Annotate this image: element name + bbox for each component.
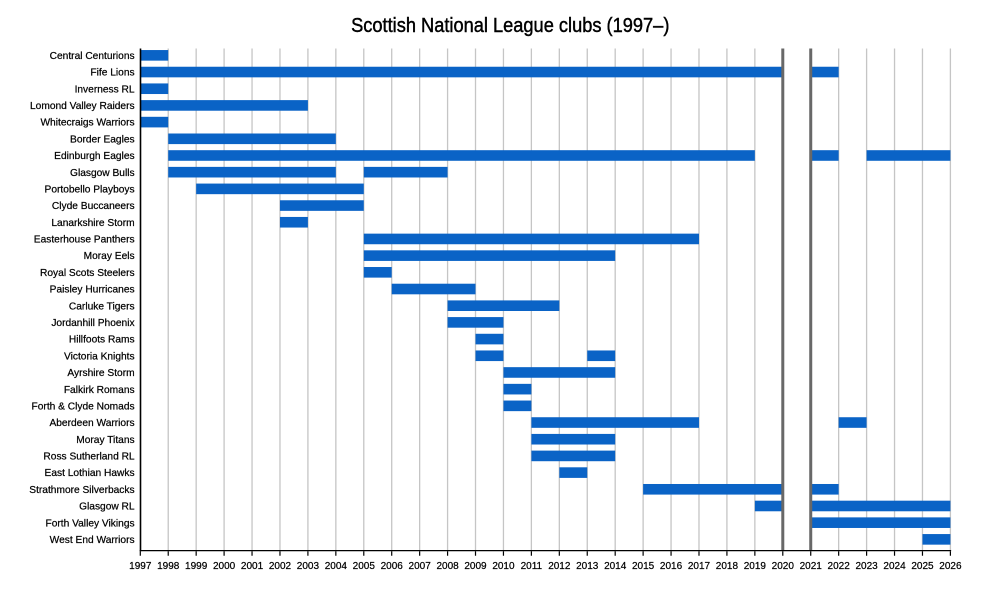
svg-text:Carluke Tigers: Carluke Tigers	[69, 301, 135, 312]
svg-text:Inverness RL: Inverness RL	[75, 84, 135, 95]
svg-text:2001: 2001	[241, 561, 264, 572]
svg-text:Ross Sutherland RL: Ross Sutherland RL	[43, 452, 135, 463]
svg-text:Fife Lions: Fife Lions	[90, 68, 134, 79]
svg-text:2008: 2008	[436, 561, 459, 572]
svg-text:2024: 2024	[883, 561, 906, 572]
svg-text:2026: 2026	[939, 561, 962, 572]
svg-text:Jordanhill Phoenix: Jordanhill Phoenix	[51, 318, 134, 329]
svg-text:2010: 2010	[492, 561, 515, 572]
svg-text:2025: 2025	[911, 561, 934, 572]
svg-text:Lanarkshire Storm: Lanarkshire Storm	[51, 218, 134, 229]
svg-text:2019: 2019	[744, 561, 767, 572]
svg-text:2023: 2023	[855, 561, 878, 572]
svg-text:Moray Eels: Moray Eels	[84, 251, 135, 262]
svg-text:2012: 2012	[548, 561, 571, 572]
svg-text:Hillfoots Rams: Hillfoots Rams	[69, 335, 135, 346]
svg-text:1999: 1999	[185, 561, 208, 572]
svg-text:Portobello Playboys: Portobello Playboys	[45, 184, 135, 195]
svg-text:Aberdeen Warriors: Aberdeen Warriors	[49, 418, 134, 429]
svg-text:2003: 2003	[297, 561, 320, 572]
svg-text:Central Centurions: Central Centurions	[50, 51, 135, 62]
svg-text:Scottish National League clubs: Scottish National League clubs (1997–)	[351, 14, 669, 37]
svg-text:2018: 2018	[716, 561, 739, 572]
svg-text:Easterhouse Panthers: Easterhouse Panthers	[34, 235, 135, 246]
svg-text:Falkirk Romans: Falkirk Romans	[64, 385, 135, 396]
svg-text:2017: 2017	[688, 561, 711, 572]
svg-text:Ayrshire Storm: Ayrshire Storm	[67, 368, 134, 379]
svg-text:2013: 2013	[576, 561, 599, 572]
svg-text:Edinburgh Eagles: Edinburgh Eagles	[54, 151, 134, 162]
svg-text:2020: 2020	[772, 561, 795, 572]
svg-text:2007: 2007	[409, 561, 432, 572]
svg-text:2004: 2004	[325, 561, 348, 572]
svg-text:2015: 2015	[632, 561, 655, 572]
svg-text:2011: 2011	[521, 561, 543, 572]
svg-text:Royal Scots Steelers: Royal Scots Steelers	[40, 268, 135, 279]
svg-text:Forth & Clyde Nomads: Forth & Clyde Nomads	[32, 401, 135, 412]
svg-text:2000: 2000	[213, 561, 236, 572]
svg-text:Lomond Valley Raiders: Lomond Valley Raiders	[30, 101, 135, 112]
svg-text:2009: 2009	[464, 561, 487, 572]
svg-text:2016: 2016	[660, 561, 683, 572]
svg-text:Glasgow RL: Glasgow RL	[79, 502, 135, 513]
svg-text:East Lothian Hawks: East Lothian Hawks	[45, 468, 135, 479]
svg-text:Moray Titans: Moray Titans	[76, 435, 134, 446]
svg-text:Paisley Hurricanes: Paisley Hurricanes	[50, 285, 135, 296]
svg-text:Whitecraigs Warriors: Whitecraigs Warriors	[40, 118, 134, 129]
svg-text:Glasgow Bulls: Glasgow Bulls	[70, 168, 135, 179]
svg-text:Border Eagles: Border Eagles	[70, 134, 135, 145]
svg-text:2014: 2014	[604, 561, 627, 572]
svg-text:1997: 1997	[129, 561, 152, 572]
svg-text:Victoria Knights: Victoria Knights	[64, 351, 135, 362]
svg-text:Clyde Buccaneers: Clyde Buccaneers	[52, 201, 135, 212]
svg-text:1998: 1998	[157, 561, 180, 572]
svg-text:West End Warriors: West End Warriors	[50, 535, 135, 546]
svg-text:Forth Valley Vikings: Forth Valley Vikings	[46, 518, 135, 529]
svg-text:2005: 2005	[353, 561, 376, 572]
svg-text:Strathmore Silverbacks: Strathmore Silverbacks	[29, 485, 134, 496]
svg-text:2021: 2021	[800, 561, 823, 572]
svg-text:2006: 2006	[381, 561, 404, 572]
svg-text:2002: 2002	[269, 561, 292, 572]
svg-text:2022: 2022	[828, 561, 851, 572]
